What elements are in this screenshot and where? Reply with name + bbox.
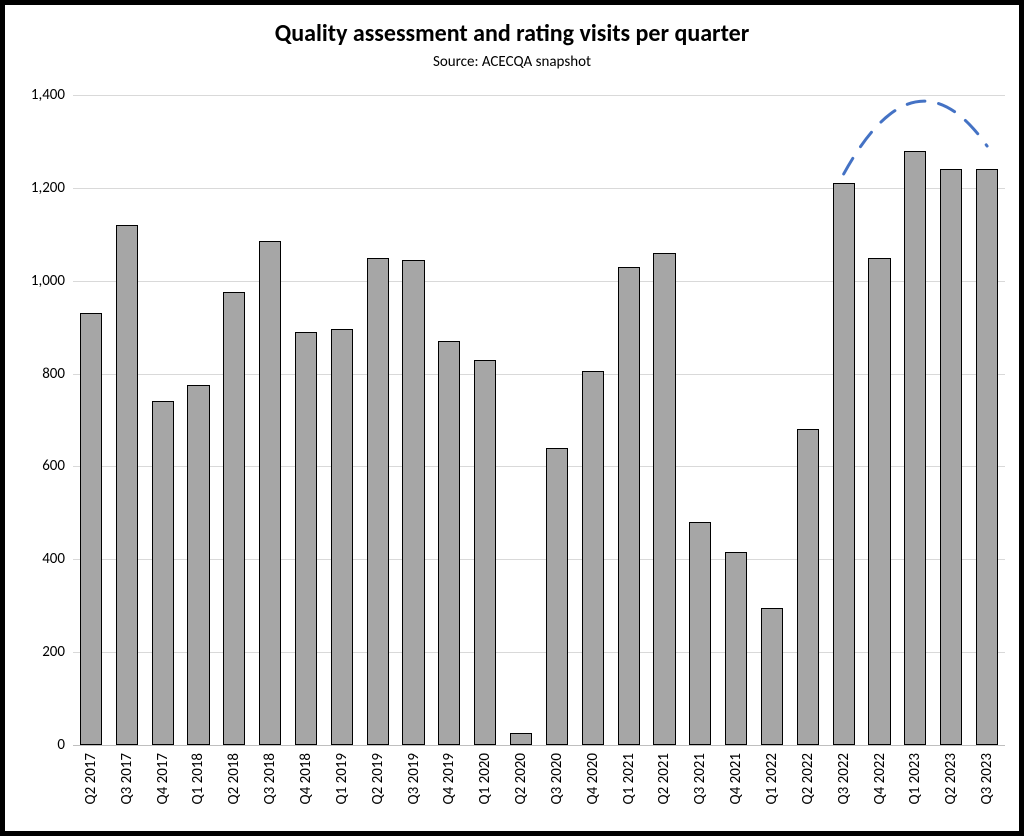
bar [259,241,281,745]
x-tick-label: Q2 2023 [942,745,960,805]
x-tick-label: Q2 2020 [512,745,530,805]
y-tick-label: 600 [42,457,73,475]
bar [438,341,460,745]
bar [474,360,496,745]
x-tick-label: Q2 2018 [225,745,243,805]
bar [689,522,711,745]
bar [546,448,568,745]
gridline [73,188,1005,189]
bar [653,253,675,745]
x-tick-label: Q3 2020 [548,745,566,805]
bar [367,258,389,746]
bar [797,429,819,745]
x-tick-label: Q3 2021 [691,745,709,805]
x-tick-label: Q4 2020 [584,745,602,805]
bar [725,552,747,745]
bar [618,267,640,745]
chart-subtitle: Source: ACECQA snapshot [5,53,1019,71]
x-tick-label: Q3 2019 [405,745,423,805]
x-tick-label: Q4 2017 [154,745,172,805]
gridline [73,652,1005,653]
bar [116,225,138,745]
x-tick-label: Q4 2022 [871,745,889,805]
bar [331,329,353,745]
x-tick-label: Q3 2022 [835,745,853,805]
x-tick-label: Q2 2019 [369,745,387,805]
x-tick-label: Q3 2017 [118,745,136,805]
y-tick-label: 1,000 [31,272,73,290]
x-tick-label: Q1 2023 [906,745,924,805]
bar [187,385,209,745]
x-tick-label: Q3 2018 [261,745,279,805]
y-tick-label: 1,400 [31,86,73,104]
bar [761,608,783,745]
x-tick-label: Q4 2018 [297,745,315,805]
gridline [73,745,1005,746]
x-tick-label: Q1 2020 [476,745,494,805]
bar [152,401,174,745]
y-tick-label: 200 [42,643,73,661]
bar [80,313,102,745]
x-tick-label: Q4 2021 [727,745,745,805]
y-tick-label: 800 [42,365,73,383]
y-tick-label: 400 [42,550,73,568]
annotation-arc [73,95,1005,745]
bar [976,169,998,745]
bar [510,733,532,745]
chart-frame: Quality assessment and rating visits per… [0,0,1024,836]
y-tick-label: 0 [57,736,73,754]
plot-area: 02004006008001,0001,2001,400Q2 2017Q3 20… [73,95,1005,745]
x-tick-label: Q1 2018 [189,745,207,805]
gridline [73,95,1005,96]
chart-title: Quality assessment and rating visits per… [5,19,1019,48]
x-tick-label: Q2 2022 [799,745,817,805]
x-tick-label: Q1 2021 [620,745,638,805]
bar [904,151,926,745]
gridline [73,374,1005,375]
x-tick-label: Q1 2019 [333,745,351,805]
gridline [73,559,1005,560]
x-tick-label: Q2 2021 [655,745,673,805]
x-tick-label: Q3 2023 [978,745,996,805]
gridline [73,466,1005,467]
bar [582,371,604,745]
bar [223,292,245,745]
bar [402,260,424,745]
y-tick-label: 1,200 [31,179,73,197]
bar [940,169,962,745]
x-tick-label: Q1 2022 [763,745,781,805]
x-tick-label: Q4 2019 [440,745,458,805]
x-tick-label: Q2 2017 [82,745,100,805]
bar [295,332,317,745]
gridline [73,281,1005,282]
bar [868,258,890,746]
bar [833,183,855,745]
